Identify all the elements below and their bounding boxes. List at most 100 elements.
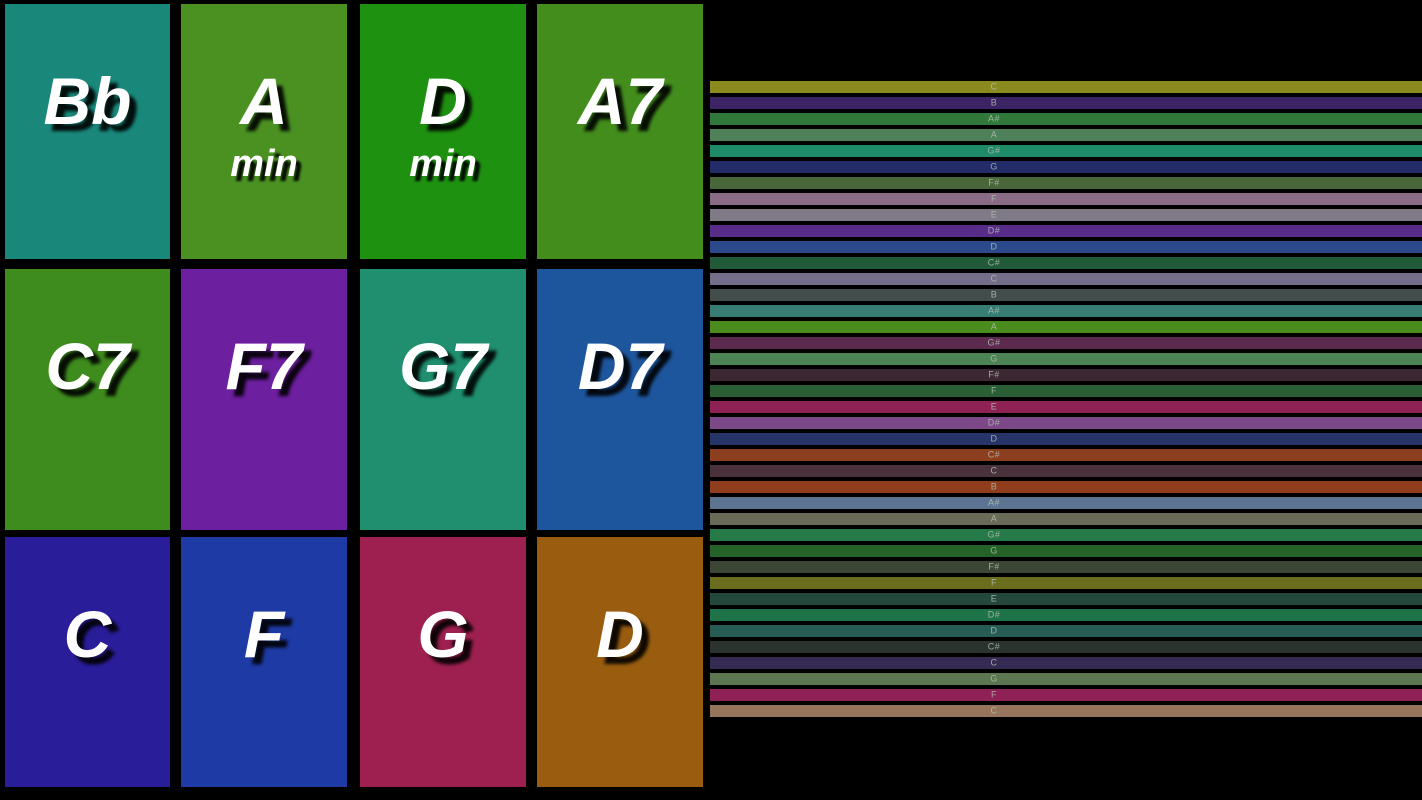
note-lane-label: F xyxy=(991,689,997,700)
chord-pad-label: F7 xyxy=(225,329,303,403)
chord-pad-g7[interactable]: G7 xyxy=(360,269,526,530)
note-lane-7-fs: F# xyxy=(710,177,1422,189)
note-lane-30-g: G xyxy=(710,545,1422,557)
note-lane-40-c: C xyxy=(710,705,1422,717)
note-lane-label: G xyxy=(990,673,998,684)
note-lane-22-ds: D# xyxy=(710,417,1422,429)
chord-pad-label: Bb xyxy=(43,64,132,138)
chord-pad-sublabel: min xyxy=(230,143,298,185)
note-lane-37-c: C xyxy=(710,657,1422,669)
note-lane-label: B xyxy=(990,481,998,492)
note-lane-25-c: C xyxy=(710,465,1422,477)
note-lane-label: C xyxy=(990,81,998,92)
note-lane-label: A xyxy=(990,129,998,140)
note-lane-28-a: A xyxy=(710,513,1422,525)
note-lane-15-as: A# xyxy=(710,305,1422,317)
note-lane-21-e: E xyxy=(710,401,1422,413)
note-lane-34-ds: D# xyxy=(710,609,1422,621)
chord-pad-label: C xyxy=(63,597,112,671)
note-lane-3-as: A# xyxy=(710,113,1422,125)
chord-pad-label: D7 xyxy=(577,329,663,403)
note-lane-label: G# xyxy=(987,145,1001,156)
note-lane-label: G# xyxy=(987,529,1001,540)
note-lane-24-cs: C# xyxy=(710,449,1422,461)
note-lane-label: C# xyxy=(987,449,1001,460)
chord-pad-d7[interactable]: D7 xyxy=(537,269,703,530)
note-lane-label: F xyxy=(991,193,997,204)
note-lane-36-cs: C# xyxy=(710,641,1422,653)
note-lane-39-f: F xyxy=(710,689,1422,701)
note-lane-1-c: C xyxy=(710,81,1422,93)
chord-pad-c7[interactable]: C7 xyxy=(5,269,170,530)
note-lane-17-gs: G# xyxy=(710,337,1422,349)
note-lane-27-as: A# xyxy=(710,497,1422,509)
chord-pad-f7[interactable]: F7 xyxy=(181,269,347,530)
chord-pad-label: D xyxy=(596,597,644,671)
note-lane-31-fs: F# xyxy=(710,561,1422,573)
note-lane-19-fs: F# xyxy=(710,369,1422,381)
note-lane-label: D xyxy=(990,433,998,444)
note-lane-label: F xyxy=(991,385,997,396)
note-lane-label: F# xyxy=(988,561,1000,572)
note-lane-38-g: G xyxy=(710,673,1422,685)
note-lane-label: C xyxy=(990,705,998,716)
note-lane-label: D xyxy=(990,625,998,636)
chord-pad-label: F xyxy=(243,597,285,671)
chord-pad-label: G7 xyxy=(398,329,488,403)
chord-pad-label: A xyxy=(240,64,288,138)
note-lane-33-e: E xyxy=(710,593,1422,605)
chord-pad-bb[interactable]: Bb xyxy=(5,4,170,259)
chord-pad-label: C7 xyxy=(45,329,130,403)
note-lane-label: D# xyxy=(987,609,1001,620)
note-lane-11-d: D xyxy=(710,241,1422,253)
note-lane-label: A# xyxy=(987,497,1001,508)
note-lane-9-e: E xyxy=(710,209,1422,221)
chord-pad-label: D xyxy=(419,64,467,138)
note-lane-label: F# xyxy=(988,369,1000,380)
chord-pad-c[interactable]: C xyxy=(5,537,170,787)
chord-pad-g[interactable]: G xyxy=(360,537,526,787)
note-lane-8-f: F xyxy=(710,193,1422,205)
note-lane-5-gs: G# xyxy=(710,145,1422,157)
chord-pad-label: A7 xyxy=(577,64,663,138)
note-lane-label: C xyxy=(990,465,998,476)
note-lane-label: B xyxy=(990,289,998,300)
note-lane-label: E xyxy=(990,401,998,412)
note-lane-label: E xyxy=(990,593,998,604)
note-lane-label: E xyxy=(990,209,998,220)
note-lane-29-gs: G# xyxy=(710,529,1422,541)
note-lane-label: B xyxy=(990,97,998,108)
note-lane-label: G xyxy=(990,161,998,172)
note-lane-label: G xyxy=(990,545,998,556)
note-lane-32-f: F xyxy=(710,577,1422,589)
note-lane-35-d: D xyxy=(710,625,1422,637)
note-lane-6-g: G xyxy=(710,161,1422,173)
note-lane-2-b: B xyxy=(710,97,1422,109)
note-lane-23-d: D xyxy=(710,433,1422,445)
chord-pad-a7[interactable]: A7 xyxy=(537,4,703,259)
note-lane-label: G# xyxy=(987,337,1001,348)
note-lane-12-cs: C# xyxy=(710,257,1422,269)
note-lane-20-f: F xyxy=(710,385,1422,397)
note-lane-label: D xyxy=(990,241,998,252)
note-lane-label: C# xyxy=(987,257,1001,268)
chord-pad-f[interactable]: F xyxy=(181,537,347,787)
note-lane-label: F# xyxy=(988,177,1000,188)
note-lane-13-c: C xyxy=(710,273,1422,285)
note-lane-label: C xyxy=(990,657,998,668)
note-lane-label: A# xyxy=(987,113,1001,124)
note-lane-18-g: G xyxy=(710,353,1422,365)
chord-pad-d[interactable]: D xyxy=(537,537,703,787)
note-lane-26-b: B xyxy=(710,481,1422,493)
note-lane-14-b: B xyxy=(710,289,1422,301)
note-lane-label: A xyxy=(990,513,998,524)
note-lane-10-ds: D# xyxy=(710,225,1422,237)
note-lane-label: C xyxy=(990,273,998,284)
chord-pad-label: G xyxy=(417,597,469,671)
note-lane-label: D# xyxy=(987,417,1001,428)
chord-pad-sublabel: min xyxy=(409,143,477,185)
note-lane-4-a: A xyxy=(710,129,1422,141)
